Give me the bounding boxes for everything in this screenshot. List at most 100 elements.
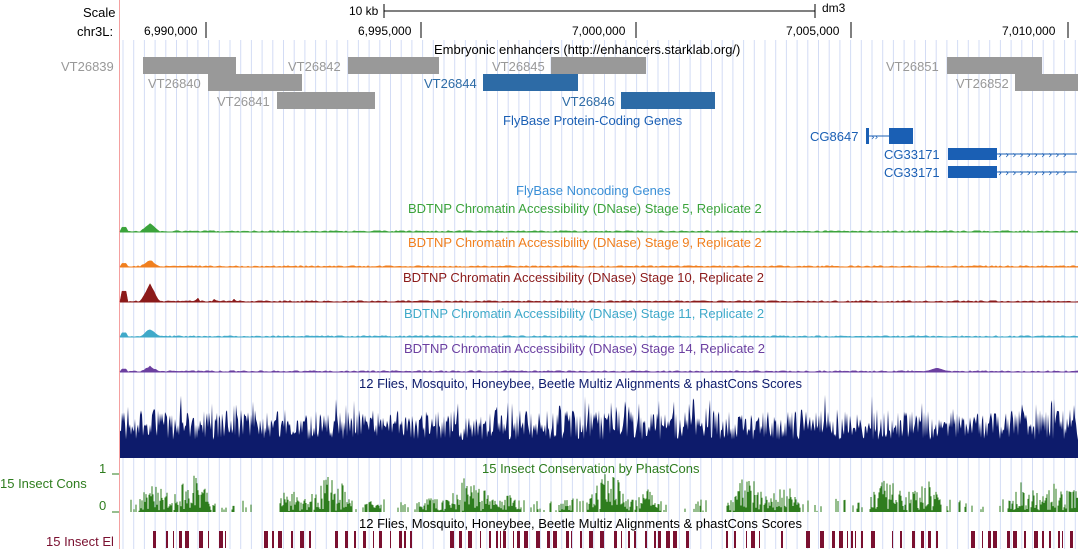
element-block: [219, 531, 223, 548]
element-block: [450, 531, 454, 548]
element-block: [971, 531, 975, 548]
dnase-signal: [119, 283, 1078, 303]
dnase-stage10-title[interactable]: BDTNP Chromatin Accessibility (DNase) St…: [403, 270, 765, 285]
element-block: [851, 531, 853, 548]
element-block: [628, 531, 630, 548]
protein-coding-track-title[interactable]: FlyBase Protein-Coding Genes: [503, 113, 683, 128]
insect-cons-track-title[interactable]: 15 Insect Conservation by PhastCons: [482, 461, 700, 476]
position-ruler: [205, 4, 1069, 38]
element-block: [496, 531, 498, 548]
enhancer-box: [277, 92, 375, 109]
element-block: [988, 531, 991, 548]
element-block: [390, 531, 391, 548]
element-block: [524, 531, 528, 548]
strand-arrows: › › › › › › › › › ›: [998, 150, 1067, 161]
enhancer-box: [551, 57, 646, 74]
insect-cons-ymin: 0: [99, 498, 107, 513]
element-block: [645, 531, 647, 548]
element-block: [547, 531, 550, 548]
insect-cons-side-label[interactable]: 15 Insect Cons: [0, 476, 87, 491]
insect-el-track-title[interactable]: 12 Flies, Mosquito, Honeybee, Beetle Mul…: [359, 516, 802, 531]
element-block: [832, 531, 835, 548]
element-block: [517, 531, 520, 548]
element-block: [199, 531, 203, 548]
element-block: [410, 531, 412, 548]
gene-label-cg33171[interactable]: CG33171: [884, 147, 940, 162]
element-block: [654, 531, 656, 548]
element-block: [185, 531, 189, 548]
scale-label: Scale: [83, 5, 116, 20]
element-block: [179, 531, 182, 548]
element-block: [751, 531, 755, 548]
strand-arrows: › › › › › › › › › ›: [998, 168, 1067, 179]
noncoding-track-title[interactable]: FlyBase Noncoding Genes: [516, 183, 671, 198]
element-block: [1024, 531, 1026, 548]
enhancer-label-vt26851[interactable]: VT26851: [886, 59, 939, 74]
enhancer-label-vt26840[interactable]: VT26840: [148, 76, 201, 91]
element-block: [658, 531, 661, 548]
enhancers-track-title[interactable]: Embryonic enhancers (http://enhancers.st…: [434, 42, 741, 57]
element-block: [513, 531, 514, 548]
element-block: [666, 531, 670, 548]
element-block: [354, 531, 356, 548]
element-block: [634, 531, 636, 548]
insect-el-side-label[interactable]: 15 Insect El: [46, 534, 114, 549]
element-block: [566, 531, 569, 548]
enhancer-label-vt26846[interactable]: VT26846: [562, 94, 615, 109]
enhancer-label-vt26839[interactable]: VT26839: [61, 59, 114, 74]
gene-exon: [948, 148, 997, 160]
gene-label-cg8647[interactable]: CG8647: [810, 129, 859, 144]
element-block: [404, 531, 406, 548]
enhancers-track: [143, 57, 1078, 109]
element-block: [536, 531, 540, 548]
element-block: [759, 531, 760, 548]
element-block: [1034, 531, 1038, 548]
enhancer-label-vt26845[interactable]: VT26845: [492, 59, 545, 74]
enhancer-label-vt26841[interactable]: VT26841: [217, 94, 270, 109]
element-block: [300, 531, 304, 548]
gene-label-cg33171[interactable]: CG33171: [884, 165, 940, 180]
enhancer-label-vt26844[interactable]: VT26844: [424, 76, 477, 91]
element-block: [291, 531, 293, 548]
element-block: [225, 531, 226, 548]
element-block: [746, 531, 747, 548]
enhancer-label-vt26842[interactable]: VT26842: [288, 59, 341, 74]
element-block: [503, 531, 506, 548]
multiz-track-title[interactable]: 12 Flies, Mosquito, Honeybee, Beetle Mul…: [359, 376, 802, 391]
element-block: [459, 531, 462, 548]
element-block: [871, 531, 875, 548]
element-block: [1062, 531, 1063, 548]
dnase-stage14-title[interactable]: BDTNP Chromatin Accessibility (DNase) St…: [404, 341, 766, 356]
dnase-stage11-title[interactable]: BDTNP Chromatin Accessibility (DNase) St…: [404, 306, 765, 321]
element-block: [734, 531, 736, 548]
element-block: [208, 531, 209, 548]
dnase-signal: [119, 260, 1078, 268]
element-block: [839, 531, 843, 548]
element-block: [335, 531, 338, 548]
multiz-signal: [120, 394, 1078, 458]
dnase-stage9-title[interactable]: BDTNP Chromatin Accessibility (DNase) St…: [408, 235, 762, 250]
element-block: [820, 531, 824, 548]
insect-elements-track: [153, 531, 1073, 548]
dnase-stage5-title[interactable]: BDTNP Chromatin Accessibility (DNase) St…: [408, 201, 762, 216]
element-block: [1013, 531, 1017, 548]
element-block: [589, 531, 593, 548]
element-block: [173, 531, 174, 548]
chrom-label: chr3L:: [77, 24, 114, 39]
element-block: [468, 531, 472, 548]
element-block: [264, 531, 268, 548]
enhancer-box: [1015, 74, 1078, 91]
element-block: [614, 531, 617, 548]
ruler-position: 6,990,000: [144, 24, 198, 38]
element-block: [363, 531, 366, 548]
element-block: [673, 531, 677, 548]
element-block: [993, 531, 997, 548]
element-block: [621, 531, 622, 548]
enhancer-label-vt26852[interactable]: VT26852: [956, 76, 1009, 91]
element-block: [1007, 531, 1010, 548]
element-block: [345, 531, 348, 548]
ruler-position: 7,010,000: [1002, 24, 1056, 38]
insect-cons-track: [112, 473, 1078, 513]
